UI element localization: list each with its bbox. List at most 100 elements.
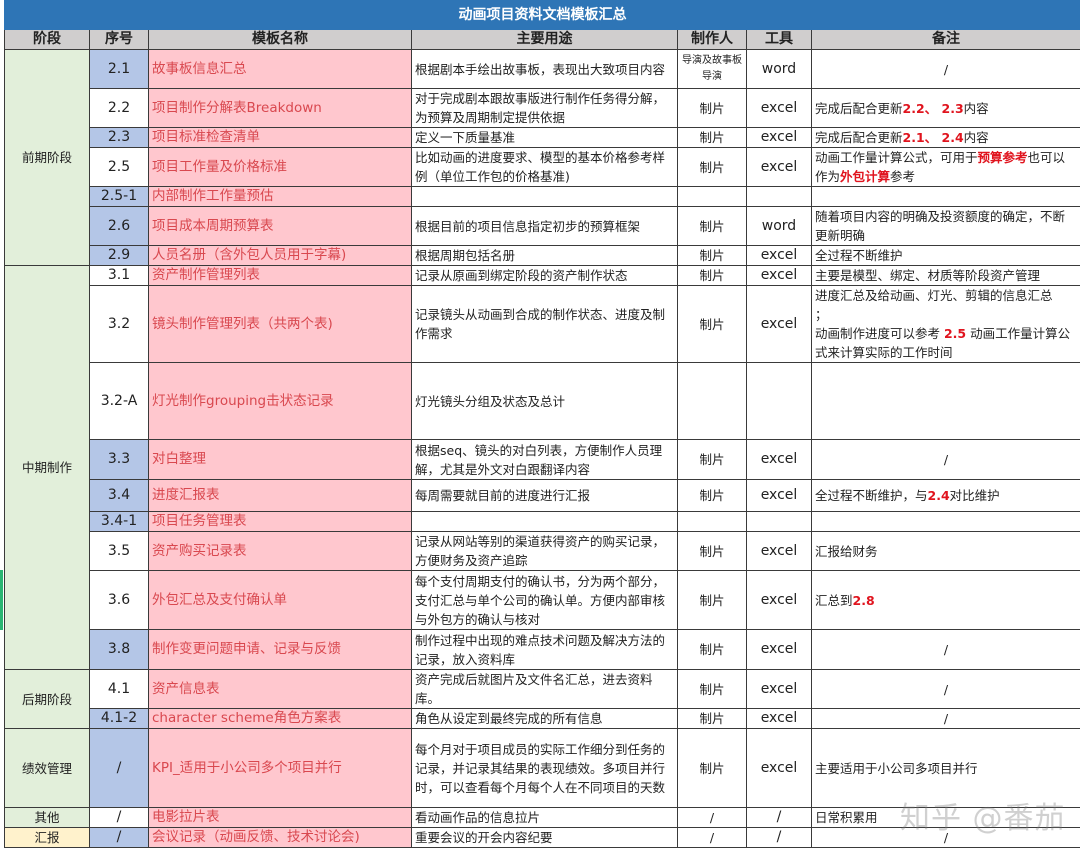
purpose-cell[interactable]: 角色从设定到最终完成的所有信息 xyxy=(411,708,678,729)
template-name-cell[interactable]: 项目工作量及价格标准 xyxy=(148,147,412,187)
tool-cell[interactable]: excel xyxy=(746,265,812,286)
maker-cell[interactable] xyxy=(677,362,747,440)
purpose-cell[interactable]: 对于完成剧本跟故事版进行制作任务得分解，为预算及周期制定提供依据 xyxy=(411,88,678,128)
purpose-cell[interactable] xyxy=(411,511,678,532)
template-name-cell[interactable]: 项目标准检查清单 xyxy=(148,127,412,148)
tool-cell[interactable]: excel xyxy=(746,570,812,630)
tool-cell[interactable] xyxy=(746,511,812,532)
template-name-cell[interactable]: 镜头制作管理列表（共两个表) xyxy=(148,285,412,363)
maker-cell[interactable]: 制片 xyxy=(677,669,747,709)
purpose-cell[interactable]: 记录镜头从动画到合成的制作状态、进度及制作需求 xyxy=(411,285,678,363)
maker-cell[interactable]: 制片 xyxy=(677,479,747,512)
purpose-cell[interactable]: 每个支付周期支付的确认书，分为两个部分，支付汇总与单个公司的确认单。方便内部审核… xyxy=(411,570,678,630)
maker-cell[interactable]: 制片 xyxy=(677,285,747,363)
notes-cell[interactable]: / xyxy=(811,49,1080,89)
notes-cell[interactable]: 全过程不断维护，与2.4对比维护 xyxy=(811,479,1080,512)
purpose-cell[interactable]: 灯光镜头分组及状态及总计 xyxy=(411,362,678,440)
template-name-cell[interactable]: 外包汇总及支付确认单 xyxy=(148,570,412,630)
seq-cell[interactable]: 3.2 xyxy=(89,285,149,363)
notes-cell[interactable]: 日常积累用 xyxy=(811,807,1080,828)
seq-cell[interactable]: 3.4-1 xyxy=(89,511,149,532)
tool-cell[interactable]: excel xyxy=(746,629,812,670)
stage-cell[interactable]: 后期阶段 xyxy=(4,669,90,729)
maker-cell[interactable]: 制片 xyxy=(677,245,747,266)
seq-cell[interactable]: 3.5 xyxy=(89,531,149,571)
notes-cell[interactable]: / xyxy=(811,827,1080,848)
header-seq[interactable]: 序号 xyxy=(89,29,149,50)
stage-cell[interactable]: 中期制作 xyxy=(4,265,90,670)
tool-cell[interactable]: excel xyxy=(746,285,812,363)
seq-cell[interactable]: / xyxy=(89,827,149,848)
seq-cell[interactable]: 3.8 xyxy=(89,629,149,670)
tool-cell[interactable]: excel xyxy=(746,245,812,266)
maker-cell[interactable]: 制片 xyxy=(677,570,747,630)
purpose-cell[interactable]: 根据周期包括名册 xyxy=(411,245,678,266)
maker-cell[interactable]: / xyxy=(677,807,747,828)
template-name-cell[interactable]: 资产信息表 xyxy=(148,669,412,709)
purpose-cell[interactable]: 记录从网站等别的渠道获得资产的购买记录，方便财务及资产追踪 xyxy=(411,531,678,571)
tool-cell[interactable]: excel xyxy=(746,439,812,480)
purpose-cell[interactable]: 根据剧本手绘出故事板，表现出大致项目内容 xyxy=(411,49,678,89)
notes-cell[interactable]: 进度汇总及给动画、灯光、剪辑的信息汇总 ； 动画制作进度可以参考 2.5 动画工… xyxy=(811,285,1080,363)
notes-cell[interactable] xyxy=(811,362,1080,440)
tool-cell[interactable]: / xyxy=(746,827,812,848)
notes-cell[interactable] xyxy=(811,186,1080,207)
maker-cell[interactable]: / xyxy=(677,827,747,848)
purpose-cell[interactable]: 重要会议的开会内容纪要 xyxy=(411,827,678,848)
seq-cell[interactable]: 3.2-A xyxy=(89,362,149,440)
tool-cell[interactable]: word xyxy=(746,49,812,89)
template-name-cell[interactable]: 进度汇报表 xyxy=(148,479,412,512)
maker-cell[interactable]: 制片 xyxy=(677,127,747,148)
maker-cell[interactable]: 制片 xyxy=(677,88,747,128)
maker-cell[interactable]: 制片 xyxy=(677,265,747,286)
tool-cell[interactable]: excel xyxy=(746,147,812,187)
template-name-cell[interactable]: 电影拉片表 xyxy=(148,807,412,828)
notes-cell[interactable]: 随着项目内容的明确及投资额度的确定，不断更新明确 xyxy=(811,206,1080,246)
purpose-cell[interactable]: 根据目前的项目信息指定初步的预算框架 xyxy=(411,206,678,246)
purpose-cell[interactable]: 定义一下质量基准 xyxy=(411,127,678,148)
header-notes[interactable]: 备注 xyxy=(811,29,1080,50)
header-purpose[interactable]: 主要用途 xyxy=(411,29,678,50)
template-name-cell[interactable]: character scheme角色方案表 xyxy=(148,708,412,729)
header-template-name[interactable]: 模板名称 xyxy=(148,29,412,50)
tool-cell[interactable]: excel xyxy=(746,708,812,729)
header-maker[interactable]: 制作人 xyxy=(677,29,747,50)
maker-cell[interactable]: 制片 xyxy=(677,629,747,670)
notes-cell[interactable]: 完成后配合更新2.2、 2.3内容 xyxy=(811,88,1080,128)
purpose-cell[interactable]: 制作过程中出现的难点技术问题及解决方法的记录，放入资料库 xyxy=(411,629,678,670)
maker-cell[interactable] xyxy=(677,186,747,207)
tool-cell[interactable]: excel xyxy=(746,88,812,128)
seq-cell[interactable]: 2.2 xyxy=(89,88,149,128)
maker-cell[interactable] xyxy=(677,511,747,532)
notes-cell[interactable] xyxy=(811,511,1080,532)
seq-cell[interactable]: 2.3 xyxy=(89,127,149,148)
tool-cell[interactable] xyxy=(746,362,812,440)
template-name-cell[interactable]: 资产购买记录表 xyxy=(148,531,412,571)
maker-cell[interactable]: 制片 xyxy=(677,439,747,480)
template-name-cell[interactable]: 故事板信息汇总 xyxy=(148,49,412,89)
header-stage[interactable]: 阶段 xyxy=(4,29,90,50)
purpose-cell[interactable]: 每个月对于项目成员的实际工作细分到任务的记录，并记录其结果的表现绩效。多项目并行… xyxy=(411,728,678,808)
notes-cell[interactable]: / xyxy=(811,669,1080,709)
maker-cell[interactable]: 制片 xyxy=(677,147,747,187)
purpose-cell[interactable]: 看动画作品的信息拉片 xyxy=(411,807,678,828)
seq-cell[interactable]: 2.6 xyxy=(89,206,149,246)
maker-cell[interactable]: 制片 xyxy=(677,728,747,808)
tool-cell[interactable]: / xyxy=(746,807,812,828)
tool-cell[interactable]: excel xyxy=(746,728,812,808)
maker-cell[interactable]: 制片 xyxy=(677,708,747,729)
seq-cell[interactable]: 3.3 xyxy=(89,439,149,480)
stage-cell[interactable]: 绩效管理 xyxy=(4,728,90,808)
notes-cell[interactable]: 全过程不断维护 xyxy=(811,245,1080,266)
seq-cell[interactable]: / xyxy=(89,728,149,808)
maker-cell[interactable]: 制片 xyxy=(677,206,747,246)
seq-cell[interactable]: 2.1 xyxy=(89,49,149,89)
tool-cell[interactable]: excel xyxy=(746,531,812,571)
purpose-cell[interactable]: 资产完成后就图片及文件名汇总，进去资料库。 xyxy=(411,669,678,709)
notes-cell[interactable]: 完成后配合更新2.1、 2.4内容 xyxy=(811,127,1080,148)
seq-cell[interactable]: 2.5 xyxy=(89,147,149,187)
template-name-cell[interactable]: 对白整理 xyxy=(148,439,412,480)
tool-cell[interactable] xyxy=(746,186,812,207)
purpose-cell[interactable]: 根据seq、镜头的对白列表，方便制作人员理解，尤其是外文对白跟翻译内容 xyxy=(411,439,678,480)
purpose-cell[interactable]: 每周需要就目前的进度进行汇报 xyxy=(411,479,678,512)
